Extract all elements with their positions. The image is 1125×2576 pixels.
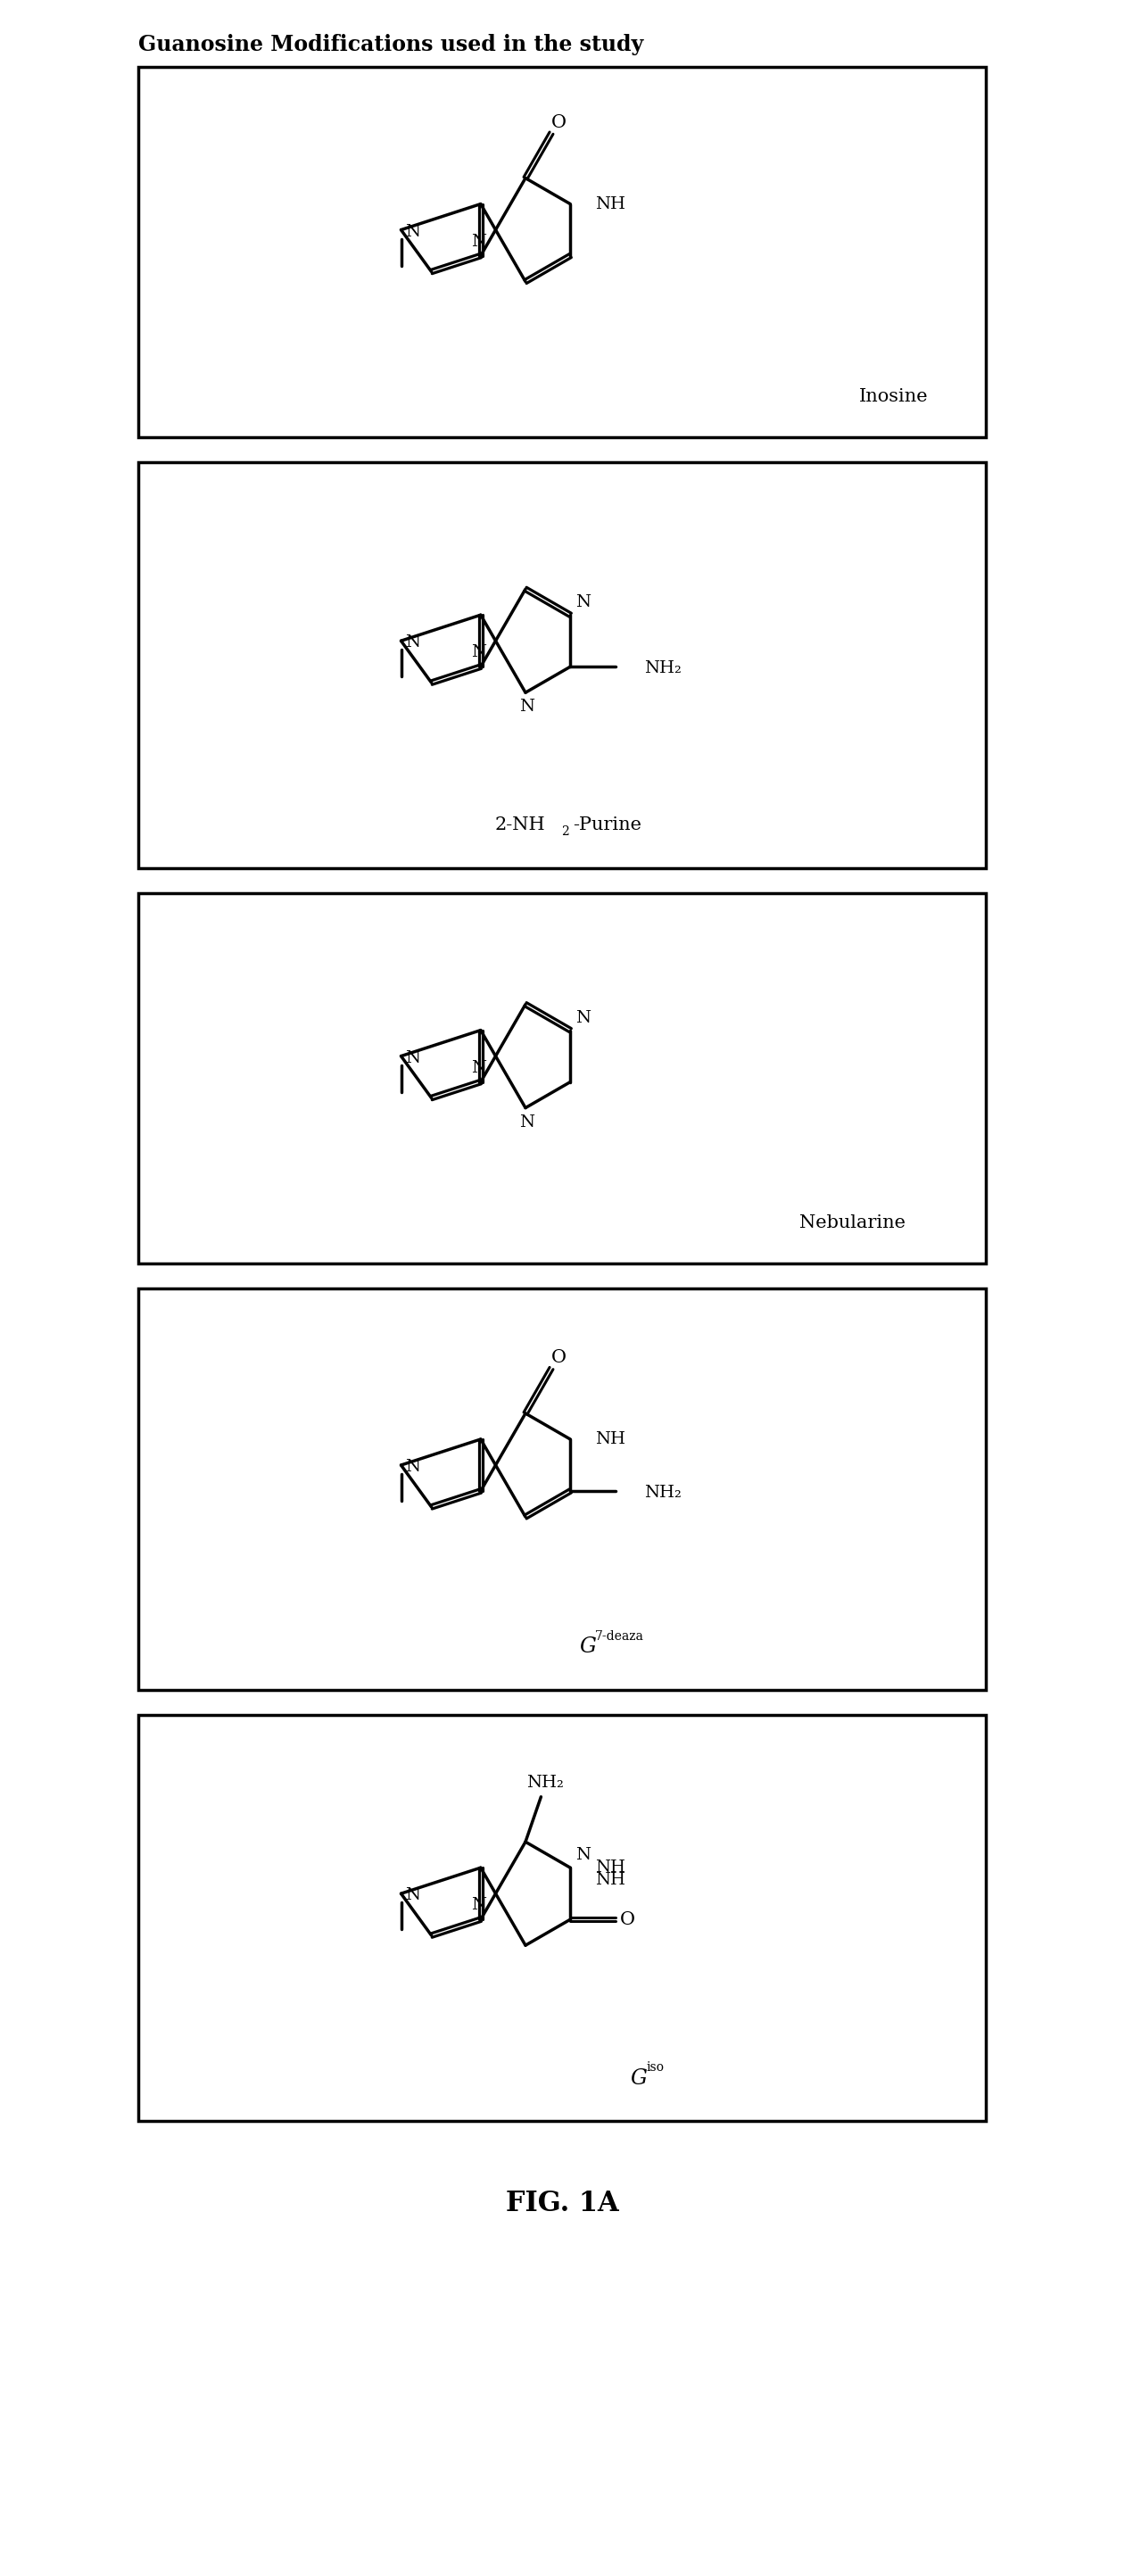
Text: Guanosine Modifications used in the study: Guanosine Modifications used in the stud… <box>138 33 644 54</box>
Text: 7-deaza: 7-deaza <box>595 1631 644 1643</box>
Text: N: N <box>575 1010 591 1025</box>
Text: N: N <box>471 234 486 250</box>
Text: iso: iso <box>646 2061 664 2074</box>
Text: 2: 2 <box>561 824 569 837</box>
Text: N: N <box>471 1059 486 1077</box>
Text: G: G <box>630 2069 647 2089</box>
Text: N: N <box>405 1458 421 1476</box>
Text: N: N <box>471 1896 486 1914</box>
Text: O: O <box>620 1911 636 1927</box>
Text: G: G <box>579 1636 596 1656</box>
Text: N: N <box>520 698 534 716</box>
Text: N: N <box>575 595 591 611</box>
Text: FIG. 1A: FIG. 1A <box>505 2190 619 2218</box>
Text: Inosine: Inosine <box>858 389 928 404</box>
Text: N: N <box>405 1051 421 1066</box>
Text: O: O <box>551 1350 566 1365</box>
Bar <box>138 461 986 868</box>
Text: 2-NH: 2-NH <box>494 817 544 835</box>
Text: N: N <box>405 1888 421 1904</box>
Bar <box>138 67 986 438</box>
Bar <box>138 1716 986 2120</box>
Bar <box>138 1288 986 1690</box>
Text: NH: NH <box>595 1432 626 1448</box>
Text: N: N <box>520 1113 534 1131</box>
Text: N: N <box>405 224 421 240</box>
Text: Nebularine: Nebularine <box>800 1216 906 1231</box>
Text: NH: NH <box>595 196 626 211</box>
Text: NH: NH <box>595 1873 626 1888</box>
Text: N: N <box>575 1847 591 1862</box>
Text: N: N <box>471 644 486 659</box>
Text: NH₂: NH₂ <box>644 1484 682 1502</box>
Text: O: O <box>551 113 566 131</box>
Text: N: N <box>405 634 421 652</box>
Text: -Purine: -Purine <box>574 817 642 835</box>
Text: NH₂: NH₂ <box>526 1775 564 1790</box>
Bar <box>138 894 986 1262</box>
Text: NH₂: NH₂ <box>644 659 682 677</box>
Text: NH: NH <box>595 1860 626 1875</box>
